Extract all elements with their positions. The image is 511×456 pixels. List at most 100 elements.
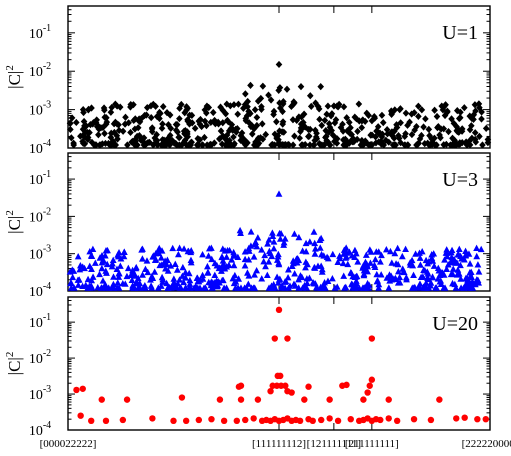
data-point: [153, 136, 161, 145]
y-tick-label: 10-1: [29, 169, 51, 188]
data-point: [267, 387, 274, 395]
data-point: [316, 115, 323, 123]
data-point: [291, 230, 298, 237]
data-point: [479, 141, 486, 149]
data-point: [69, 273, 77, 281]
data-point: [253, 121, 261, 130]
data-point: [424, 259, 432, 267]
data-point: [415, 112, 422, 120]
data-point: [443, 249, 451, 256]
data-point: [435, 123, 442, 131]
data-point: [245, 256, 253, 263]
data-point: [378, 111, 386, 119]
data-point: [306, 238, 314, 245]
data-point: [336, 252, 344, 259]
data-point: [87, 252, 95, 259]
panel-1: 10-1 10-2 10-3 10-4 |C|2 U=1: [4, 5, 492, 157]
data-point: [302, 239, 310, 247]
data-point: [395, 132, 402, 140]
data-point: [297, 124, 305, 132]
data-point: [424, 274, 431, 281]
data-point: [380, 141, 388, 149]
data-point: [437, 280, 445, 288]
data-point: [457, 261, 464, 269]
data-point: [310, 228, 318, 235]
data-point: [391, 249, 399, 257]
data-point: [334, 258, 342, 265]
data-point: [268, 229, 276, 236]
data-point: [251, 271, 258, 278]
data-point: [482, 415, 489, 423]
data-point: [150, 141, 157, 149]
data-point: [397, 119, 404, 127]
data-point: [418, 106, 426, 114]
data-point: [433, 112, 441, 121]
data-point: [154, 246, 162, 253]
data-point: [254, 234, 262, 241]
data-point: [133, 141, 141, 149]
data-point: [147, 114, 155, 122]
data-point: [275, 260, 283, 268]
data-point: [427, 279, 435, 286]
data-point: [96, 270, 103, 278]
data-point: [263, 271, 271, 279]
data-point: [79, 385, 86, 392]
data-point: [265, 258, 273, 265]
data-point: [276, 99, 283, 107]
data-point: [428, 251, 436, 258]
y-axis-label: |C|2: [4, 65, 24, 89]
data-point: [282, 382, 289, 389]
data-point: [383, 126, 391, 134]
data-point: [270, 245, 278, 252]
data-point: [154, 284, 162, 291]
data-point: [285, 284, 292, 291]
data-point: [70, 141, 78, 149]
data-point: [159, 136, 166, 144]
data-point: [296, 134, 304, 142]
data-point: [166, 111, 174, 119]
data-point: [222, 110, 230, 118]
data-point: [186, 280, 194, 287]
data-point: [362, 251, 370, 258]
data-point: [437, 277, 445, 284]
data-point: [233, 417, 240, 425]
data-point: [348, 252, 356, 259]
data-point: [417, 273, 425, 280]
data-point: [223, 253, 230, 260]
data-point: [444, 261, 452, 268]
data-point: [139, 245, 146, 252]
data-point: [171, 260, 179, 268]
data-point: [343, 381, 350, 389]
data-point: [285, 141, 293, 149]
data-point: [130, 116, 138, 125]
data-point: [136, 284, 144, 291]
data-point: [163, 109, 171, 117]
data-point: [203, 109, 210, 117]
data-point: [375, 248, 383, 255]
data-point: [289, 116, 297, 124]
data-point: [132, 137, 139, 145]
data-point: [443, 140, 450, 148]
data-point: [103, 260, 111, 268]
data-point: [124, 264, 132, 272]
data-point: [184, 116, 192, 124]
data-point: [275, 60, 283, 69]
data-point: [84, 128, 91, 137]
data-point: [218, 267, 225, 274]
data-point: [280, 128, 288, 136]
data-point: [284, 273, 292, 281]
data-point: [139, 255, 146, 262]
data-point: [482, 124, 490, 133]
data-point: [155, 249, 163, 257]
data-point: [344, 260, 352, 268]
data-point: [265, 247, 273, 255]
data-point: [122, 113, 129, 121]
data-point: [228, 256, 236, 263]
data-series: [66, 190, 485, 291]
data-point: [448, 115, 455, 123]
data-point: [242, 416, 249, 424]
data-point: [219, 276, 227, 284]
data-point: [466, 126, 474, 134]
data-point: [366, 246, 374, 253]
data-point: [371, 255, 379, 263]
